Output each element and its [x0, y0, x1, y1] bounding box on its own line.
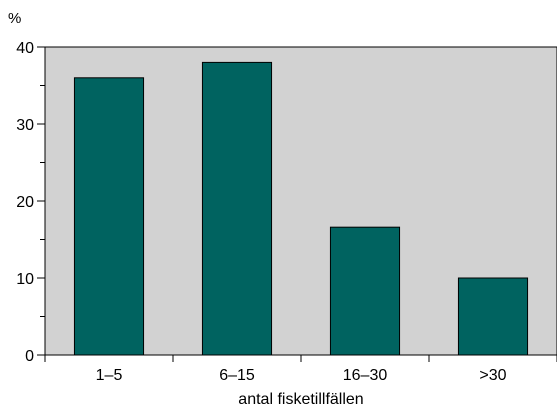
x-tick-label: 16–30: [343, 367, 388, 384]
y-tick-label: 30: [16, 117, 34, 134]
bar: [329, 226, 401, 356]
bars: [73, 61, 529, 356]
bar: [457, 277, 529, 356]
y-tick-label: 20: [16, 194, 34, 211]
x-tick-label: 1–5: [96, 367, 123, 384]
x-tick-label: 6–15: [219, 367, 255, 384]
y-tick-label: 0: [25, 348, 34, 365]
y-axis: 0 10 20 30 40: [16, 40, 45, 365]
y-axis-label: %: [8, 10, 21, 27]
x-axis: 1–5 6–15 16–30 >30: [44, 355, 557, 384]
y-tick-label: 10: [16, 271, 34, 288]
y-tick-label: 40: [16, 40, 34, 57]
x-tick-label: >30: [479, 367, 506, 384]
bar: [73, 77, 145, 356]
x-axis-label: antal fisketillfällen: [238, 391, 363, 408]
bar: [201, 61, 273, 356]
